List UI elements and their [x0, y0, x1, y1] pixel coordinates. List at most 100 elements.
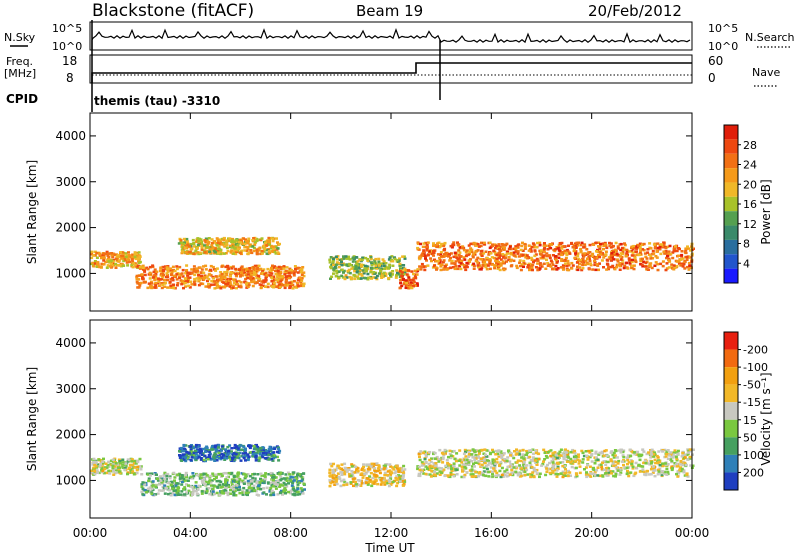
- velocity-cell: [253, 489, 257, 492]
- power-cell: [574, 250, 578, 253]
- power-cell: [440, 255, 443, 258]
- power-cell: [342, 255, 345, 258]
- velocity-cell: [185, 476, 188, 479]
- velocity-cell: [168, 481, 171, 485]
- velocity-cell: [278, 472, 282, 476]
- velocity-cell: [682, 471, 686, 474]
- velocity-cell: [635, 453, 639, 456]
- velocity-cell: [438, 473, 442, 476]
- velocity-cell: [94, 462, 98, 466]
- velocity-cell: [260, 479, 264, 482]
- velocity-cell: [259, 472, 263, 475]
- power-cell: [497, 265, 501, 268]
- velocity-cell: [94, 460, 98, 464]
- power-cell: [445, 268, 449, 271]
- velocity-cell: [349, 482, 353, 485]
- velocity-cell: [650, 448, 654, 452]
- velocity-cell: [470, 460, 474, 463]
- power-cell: [359, 277, 363, 280]
- velocity-cell: [143, 483, 147, 486]
- power-cell: [169, 285, 173, 289]
- power-cell: [424, 241, 428, 245]
- power-cell: [283, 273, 287, 276]
- power-cell: [493, 264, 497, 268]
- power-cell: [288, 284, 292, 288]
- velocity-cell: [277, 447, 281, 451]
- power-cell: [579, 247, 583, 251]
- velocity-cell: [424, 472, 428, 476]
- power-cell: [203, 251, 207, 254]
- velocity-cell: [282, 481, 286, 485]
- velocity-cell: [328, 479, 332, 482]
- velocity-cell: [675, 462, 679, 466]
- velocity-cell: [611, 453, 615, 457]
- power-cell: [520, 263, 524, 266]
- velocity-cell: [205, 490, 209, 493]
- power-cell: [271, 237, 275, 240]
- velocity-cell: [564, 455, 568, 458]
- power-cell: [384, 274, 388, 277]
- power-cell: [185, 247, 189, 250]
- velocity-cell: [169, 483, 173, 487]
- power-cell: [276, 280, 280, 284]
- power-cell: [259, 286, 263, 290]
- velocity-cell: [218, 493, 222, 497]
- power-cell: [623, 242, 626, 245]
- power-cell: [527, 244, 531, 247]
- velocity-cell: [191, 472, 195, 475]
- power-cell: [210, 241, 214, 245]
- power-cell: [276, 241, 279, 244]
- velocity-cell: [146, 487, 150, 491]
- power-cell: [642, 242, 646, 246]
- velocity-cell: [135, 468, 139, 472]
- power-cell: [545, 254, 549, 258]
- velocity-cell: [402, 464, 406, 468]
- velocity-cell: [484, 474, 488, 478]
- velocity-cell: [395, 484, 399, 488]
- power-cell: [464, 250, 468, 254]
- power-cell: [559, 242, 563, 245]
- velocity-cell: [688, 455, 692, 459]
- power-cell: [161, 265, 165, 269]
- velocity-cell: [259, 487, 263, 491]
- power-cell: [249, 245, 253, 248]
- power-cell: [121, 254, 125, 258]
- power-cell: [265, 248, 269, 252]
- power-cell: [206, 242, 210, 245]
- velocity-cell: [658, 464, 662, 467]
- power-cell: [430, 252, 434, 256]
- power-cell: [299, 278, 303, 282]
- power-cell: [688, 264, 692, 267]
- power-cell: [600, 253, 604, 256]
- power-cell: [348, 275, 352, 279]
- power-cell: [106, 264, 110, 267]
- power-cell: [210, 238, 214, 241]
- power-cell: [192, 270, 196, 273]
- power-cell: [212, 268, 216, 271]
- power-cell: [258, 278, 262, 281]
- velocity-cell: [187, 489, 191, 493]
- power-cell: [215, 284, 219, 287]
- power-cell: [602, 266, 605, 269]
- power-cell: [639, 263, 643, 266]
- power-cell: [229, 277, 233, 281]
- velocity-cell: [600, 467, 604, 471]
- power-cell: [262, 245, 266, 248]
- velocity-cell: [103, 466, 107, 469]
- velocity-cell: [246, 453, 250, 456]
- power-cell: [646, 248, 650, 251]
- velocity-cell: [272, 485, 276, 488]
- velocity-cell: [366, 481, 370, 485]
- power-cell: [363, 267, 367, 270]
- power-cell: [276, 251, 280, 254]
- velocity-cell: [491, 470, 494, 474]
- power-cell: [649, 254, 653, 258]
- power-cell: [348, 258, 352, 261]
- power-cell: [105, 252, 109, 256]
- power-cell: [398, 262, 402, 266]
- power-cell: [294, 270, 297, 273]
- power-cell: [635, 245, 639, 248]
- power-cell: [443, 265, 447, 268]
- power-cell: [185, 269, 189, 272]
- velocity-cell: [585, 454, 589, 458]
